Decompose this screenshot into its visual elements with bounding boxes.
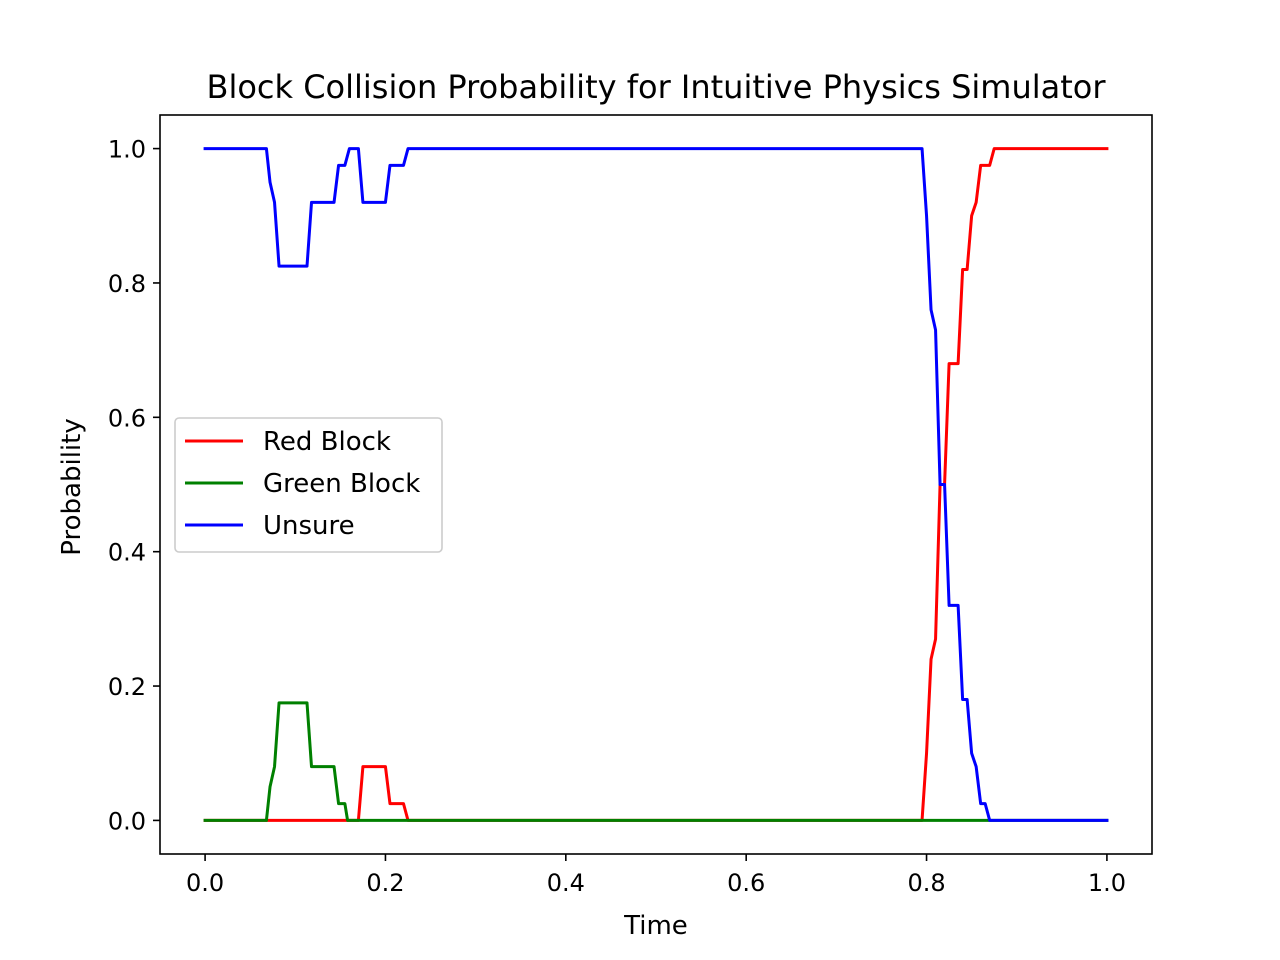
legend-box	[174, 417, 443, 553]
y-tick-label: 0.4	[108, 539, 146, 567]
legend: Red Block Green Block Unsure	[174, 417, 443, 553]
series-line-unsure	[203, 147, 1109, 822]
y-tick-label: 1.0	[108, 136, 146, 164]
series-line-green-block	[203, 701, 1109, 822]
y-axis-label: Probability	[57, 418, 87, 555]
y-tick-label: 0.6	[108, 404, 146, 432]
x-tick-label: 0.4	[547, 869, 585, 897]
plot-area	[159, 114, 1153, 855]
y-axis: 0.0 0.2 0.4 0.6 0.8 1.0	[108, 136, 160, 835]
plot-frame	[159, 114, 1153, 855]
x-axis: 0.0 0.2 0.4 0.6 0.8 1.0	[186, 854, 1126, 897]
legend-label: Green Block	[263, 469, 420, 499]
series-lines	[203, 147, 1109, 822]
chart-title: Block Collision Probability for Intuitiv…	[206, 68, 1106, 106]
legend-label: Red Block	[263, 427, 391, 457]
y-tick-label: 0.2	[108, 673, 146, 701]
y-tick-label: 0.0	[108, 807, 146, 835]
y-tick-label: 0.8	[108, 270, 146, 298]
x-axis-label: Time	[623, 911, 688, 941]
x-tick-label: 0.2	[366, 869, 404, 897]
x-tick-label: 0.0	[186, 869, 224, 897]
x-tick-label: 1.0	[1088, 869, 1126, 897]
x-tick-label: 0.8	[907, 869, 945, 897]
x-tick-label: 0.6	[727, 869, 765, 897]
legend-label: Unsure	[263, 511, 355, 541]
